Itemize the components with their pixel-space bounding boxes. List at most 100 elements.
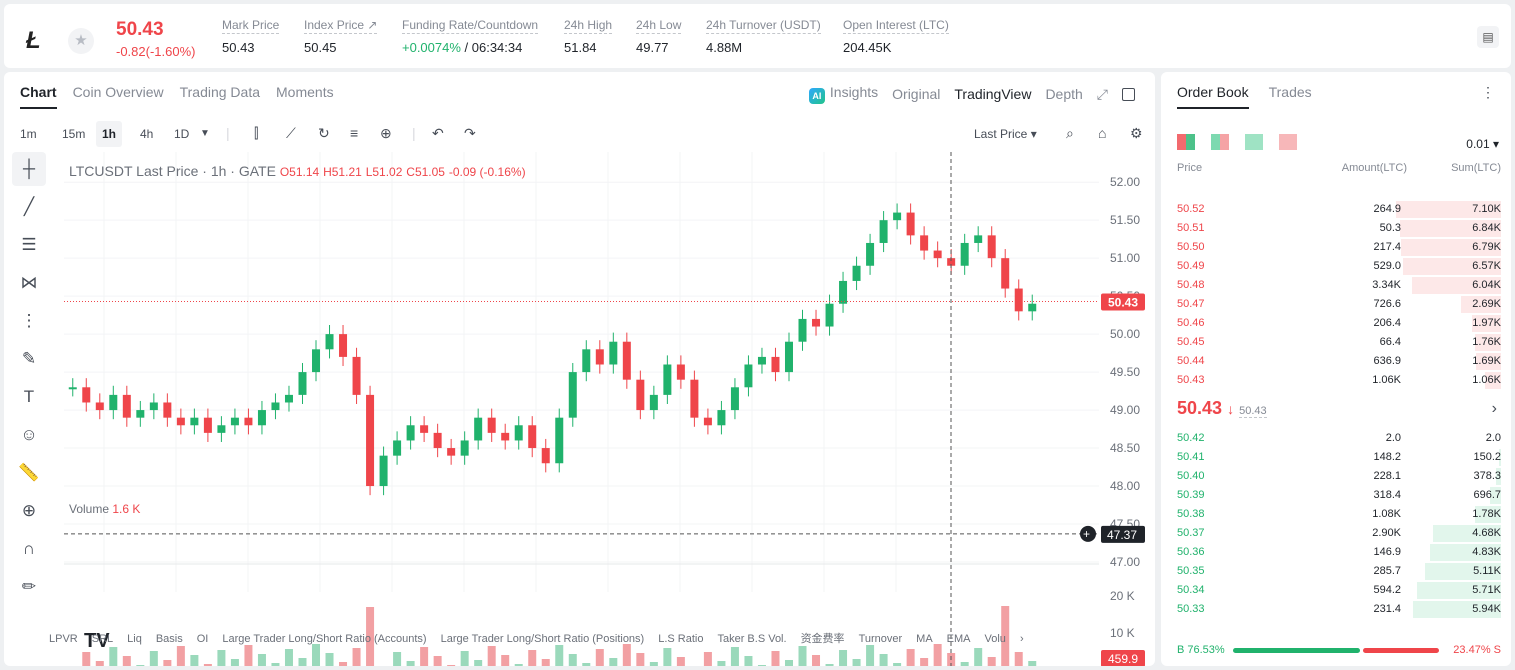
indicator-lt-accounts[interactable]: Large Trader Long/Short Ratio (Accounts) [222,633,427,645]
ask-row[interactable]: 50.52 264.9 7.10K [1161,200,1511,219]
tab-trades[interactable]: Trades [1268,84,1312,100]
candles-canvas[interactable]: 52.0051.5051.0050.5050.0049.5049.0048.50… [4,152,1155,666]
indicator-bar: LPVR SRL Liq Basis OI Large Trader Long/Short… [49,630,1038,646]
search-icon[interactable]: ⌕ [1066,125,1074,141]
bid-row[interactable]: 50.37 2.90K 4.68K [1161,524,1511,543]
guide-book-icon[interactable]: ▤ [1477,26,1499,48]
text-tool-icon[interactable]: T [23,387,35,406]
bid-row[interactable]: 50.36 146.9 4.83K [1161,543,1511,562]
indicator-liq[interactable]: Liq [127,633,142,645]
candle-type-icon[interactable]: ⫿ [254,125,259,141]
fullscreen-icon[interactable] [1122,87,1135,101]
bid-row[interactable]: 50.34 594.2 5.71K [1161,581,1511,600]
ask-row[interactable]: 50.43 1.06K 1.06K [1161,371,1511,390]
depth-bar [1403,258,1501,275]
crosshair-icon[interactable]: ┼ [12,152,46,186]
indicator-ma[interactable]: MA [916,633,933,645]
bid-row[interactable]: 50.35 285.7 5.11K [1161,562,1511,581]
trend-line-icon[interactable]: ╱ [23,197,35,216]
timeframe-4h[interactable]: 4h [140,127,154,141]
more-icon[interactable]: ⋮ [1481,84,1495,100]
chevron-right-icon[interactable]: › [1019,633,1024,645]
timeframe-1d[interactable]: 1D [174,127,190,141]
tab-chart[interactable]: Chart [20,84,57,109]
indicator-ls-ratio[interactable]: L.S Ratio [658,633,704,645]
tab-tradingview[interactable]: TradingView [954,86,1032,102]
add-alert-icon[interactable] [1080,525,1096,542]
ask-row[interactable]: 50.44 636.9 1.69K [1161,352,1511,371]
indicator-chart-icon[interactable]: ⟋ [286,125,296,141]
price-chart[interactable]: ┼ ╱ ☰ ⋈ ⋮ ✎ T ☺ 📏 ⊕ ∩ ✏ 52.00 51.50 51.00 5… [4,152,1155,666]
volume-bar [960,662,969,666]
ask-row[interactable]: 50.48 3.34K 6.04K [1161,276,1511,295]
indicator-ema[interactable]: EMA [946,633,971,645]
bids-view-icon[interactable] [1245,134,1263,150]
expand-icon[interactable]: ⤢ [1096,85,1108,102]
pattern-icon[interactable]: ⋈ [20,273,38,292]
bid-row[interactable]: 50.39 318.4 696.7 [1161,486,1511,505]
emoji-icon[interactable]: ☺ [20,425,38,444]
timeframe-15m[interactable]: 15m [62,127,86,141]
replay-icon[interactable]: ↻ [318,125,330,141]
asks-bids-icon[interactable] [1211,134,1229,150]
indicator-volume[interactable]: Volu [984,633,1006,645]
ask-row[interactable]: 50.51 50.3 6.84K [1161,219,1511,238]
timeframe-1h[interactable]: 1h [96,121,123,147]
tab-original[interactable]: Original [892,86,941,102]
volume-legend: Volume 1.6 K [69,502,141,516]
chevron-right-icon[interactable]: › [1491,400,1497,417]
stat-index-price[interactable]: Index Price ↗ 50.45 [304,18,378,55]
tick-size-select[interactable]: 0.01 ▾ [1466,137,1499,151]
tab-depth[interactable]: Depth [1045,86,1083,102]
add-indicator-icon[interactable]: ⊕ [380,125,392,141]
tab-coin-overview[interactable]: Coin Overview [72,84,164,100]
stat-funding-rate[interactable]: Funding Rate/Countdown +0.0074% / 06:34:3… [402,18,539,55]
bid-row[interactable]: 50.42 2.0 2.0 [1161,429,1511,448]
indicator-lt-positions[interactable]: Large Trader Long/Short Ratio (Positions… [440,633,645,645]
redo-icon[interactable]: ↷ [464,125,476,141]
template-icon[interactable]: ≡ [350,125,359,141]
indicator-basis[interactable]: Basis [155,633,183,645]
bid-row[interactable]: 50.40 228.1 378.3 [1161,467,1511,486]
horizontal-lines-icon[interactable]: ☰ [21,235,37,254]
asks-view-icon[interactable] [1279,134,1297,150]
price-type-select[interactable]: Last Price ▾ [974,127,1037,141]
ask-row[interactable]: 50.47 726.6 2.69K [1161,295,1511,314]
bid-row[interactable]: 50.41 148.2 150.2 [1161,448,1511,467]
indicator-lpvr[interactable]: LPVR [49,633,78,645]
undo-icon[interactable]: ↶ [432,125,444,141]
indicator-srl[interactable]: SRL [91,633,114,645]
indicator-turnover[interactable]: Turnover [858,633,903,645]
bid-row[interactable]: 50.33 231.4 5.94K [1161,600,1511,619]
gear-icon[interactable]: ⚙ [1130,125,1143,141]
camera-icon[interactable]: ⌂ [1098,125,1107,141]
volume-bar [676,657,685,666]
tab-order-book[interactable]: Order Book [1177,84,1249,109]
ask-row[interactable]: 50.46 206.4 1.97K [1161,314,1511,333]
tab-trading-data[interactable]: Trading Data [179,84,261,100]
volume-bar [663,648,672,666]
stat-mark-price[interactable]: Mark Price 50.43 [222,18,280,55]
favorite-star-icon[interactable]: ★ [68,28,94,54]
bid-row[interactable]: 50.38 1.08K 1.78K [1161,505,1511,524]
zoom-in-icon[interactable]: ⊕ [21,501,37,520]
both-view-icon[interactable] [1177,134,1195,150]
ruler-icon[interactable]: 📏 [18,463,40,482]
tab-moments[interactable]: Moments [276,84,334,100]
magnet-icon[interactable]: ∩ [22,539,36,558]
indicator-funding[interactable]: 资金费率 [800,633,845,645]
pencil-icon[interactable]: ✏ [21,577,37,596]
chevron-down-icon[interactable]: ▼ [200,128,210,139]
timeframe-1m[interactable]: 1m [20,127,37,141]
volume-bar [230,659,239,666]
indicator-taker-vol[interactable]: Taker B.S Vol. [717,633,787,645]
fib-icon[interactable]: ⋮ [20,311,38,330]
indicator-oi[interactable]: OI [196,633,209,645]
ask-row[interactable]: 50.49 529.0 6.57K [1161,257,1511,276]
ob-amount: 3.34K [1372,279,1401,291]
volume-bar [244,645,253,666]
tab-insights[interactable]: AI Insights [808,84,878,104]
ask-row[interactable]: 50.45 66.4 1.76K [1161,333,1511,352]
ask-row[interactable]: 50.50 217.4 6.79K [1161,238,1511,257]
brush-icon[interactable]: ✎ [21,349,37,368]
